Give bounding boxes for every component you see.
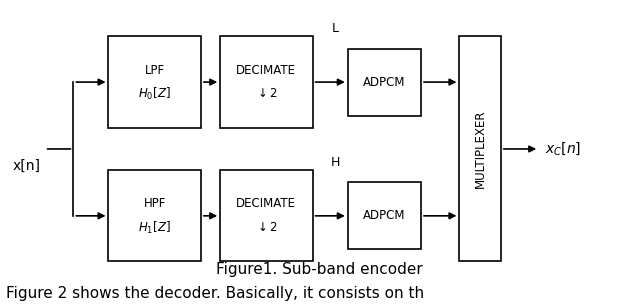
Text: L: L — [332, 22, 338, 35]
Text: DECIMATE: DECIMATE — [236, 64, 297, 77]
Text: $\downarrow 2$: $\downarrow 2$ — [255, 88, 278, 100]
Text: MULTIPLEXER: MULTIPLEXER — [473, 110, 487, 188]
Text: H: H — [330, 156, 339, 169]
Text: ADPCM: ADPCM — [363, 209, 406, 222]
Text: HPF: HPF — [144, 198, 166, 210]
Text: LPF: LPF — [145, 64, 165, 77]
FancyBboxPatch shape — [348, 49, 421, 116]
FancyBboxPatch shape — [220, 36, 313, 128]
Text: DECIMATE: DECIMATE — [236, 198, 297, 210]
FancyBboxPatch shape — [220, 170, 313, 261]
Text: Figure1. Sub-band encoder: Figure1. Sub-band encoder — [216, 261, 422, 277]
Text: $H_0[Z]$: $H_0[Z]$ — [138, 86, 171, 102]
FancyBboxPatch shape — [108, 36, 201, 128]
Text: ADPCM: ADPCM — [363, 76, 406, 88]
Text: $H_1[Z]$: $H_1[Z]$ — [138, 220, 171, 236]
FancyBboxPatch shape — [459, 36, 501, 261]
FancyBboxPatch shape — [348, 182, 421, 249]
Text: $x_C[n]$: $x_C[n]$ — [545, 140, 582, 157]
FancyBboxPatch shape — [108, 170, 201, 261]
Text: Figure 2 shows the decoder. Basically, it consists on th: Figure 2 shows the decoder. Basically, i… — [6, 286, 424, 301]
Text: $\downarrow 2$: $\downarrow 2$ — [255, 221, 278, 234]
Text: x[n]: x[n] — [13, 159, 41, 173]
